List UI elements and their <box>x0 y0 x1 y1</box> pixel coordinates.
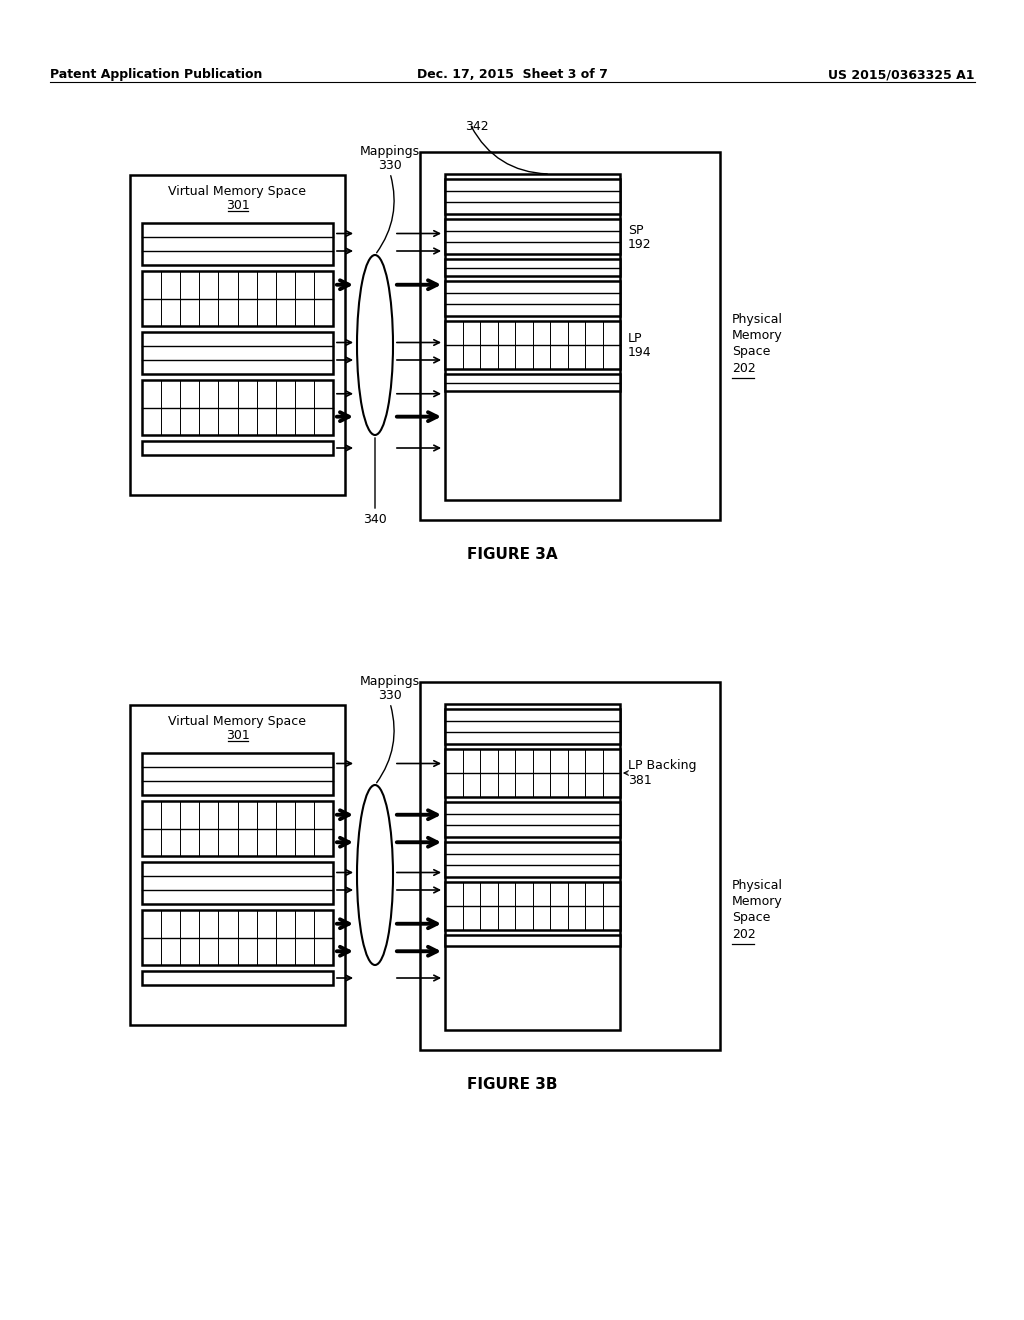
Text: FIGURE 3B: FIGURE 3B <box>467 1077 557 1092</box>
Text: Space: Space <box>732 912 770 924</box>
Text: 340: 340 <box>364 513 387 525</box>
Bar <box>445 180 620 214</box>
Text: 301: 301 <box>225 729 250 742</box>
Text: 192: 192 <box>628 238 651 251</box>
Bar <box>130 705 345 1026</box>
Ellipse shape <box>357 255 393 436</box>
Bar <box>445 174 620 500</box>
Ellipse shape <box>357 785 393 965</box>
Text: 330: 330 <box>378 689 401 702</box>
Bar <box>445 935 620 946</box>
Bar <box>445 374 620 391</box>
Text: SP: SP <box>628 224 643 238</box>
Bar <box>130 176 345 495</box>
Text: Space: Space <box>732 346 770 359</box>
Text: 342: 342 <box>465 120 488 133</box>
Text: Virtual Memory Space: Virtual Memory Space <box>169 715 306 729</box>
Bar <box>142 752 333 795</box>
Bar <box>142 271 333 326</box>
Text: 381: 381 <box>628 775 651 788</box>
Text: LP: LP <box>628 333 642 346</box>
Text: 301: 301 <box>225 199 250 213</box>
Bar <box>142 909 333 965</box>
Text: Patent Application Publication: Patent Application Publication <box>50 69 262 81</box>
Bar <box>420 152 720 520</box>
Bar <box>445 842 620 876</box>
Bar <box>445 882 620 931</box>
Bar <box>142 972 333 985</box>
Bar <box>445 704 620 1030</box>
Text: LP Backing: LP Backing <box>628 759 696 771</box>
Bar <box>445 321 620 370</box>
Text: 202: 202 <box>732 362 756 375</box>
Text: US 2015/0363325 A1: US 2015/0363325 A1 <box>828 69 975 81</box>
Bar <box>420 682 720 1049</box>
Text: Physical: Physical <box>732 314 783 326</box>
Bar <box>142 333 333 374</box>
Text: Memory: Memory <box>732 895 782 908</box>
Bar <box>445 748 620 797</box>
Text: 330: 330 <box>378 158 401 172</box>
Bar <box>445 281 620 315</box>
Bar <box>445 259 620 276</box>
Bar <box>445 803 620 837</box>
Bar <box>142 380 333 436</box>
Bar <box>142 862 333 904</box>
Bar <box>445 709 620 744</box>
Bar <box>142 441 333 455</box>
Bar <box>142 801 333 855</box>
Text: Physical: Physical <box>732 879 783 892</box>
Text: Virtual Memory Space: Virtual Memory Space <box>169 185 306 198</box>
Bar <box>445 219 620 253</box>
Text: 202: 202 <box>732 928 756 940</box>
Text: FIGURE 3A: FIGURE 3A <box>467 546 557 562</box>
Text: Mappings: Mappings <box>360 675 420 688</box>
Text: Mappings: Mappings <box>360 145 420 158</box>
Text: Memory: Memory <box>732 330 782 342</box>
Text: 194: 194 <box>628 346 651 359</box>
Text: Dec. 17, 2015  Sheet 3 of 7: Dec. 17, 2015 Sheet 3 of 7 <box>417 69 607 81</box>
Bar <box>142 223 333 265</box>
